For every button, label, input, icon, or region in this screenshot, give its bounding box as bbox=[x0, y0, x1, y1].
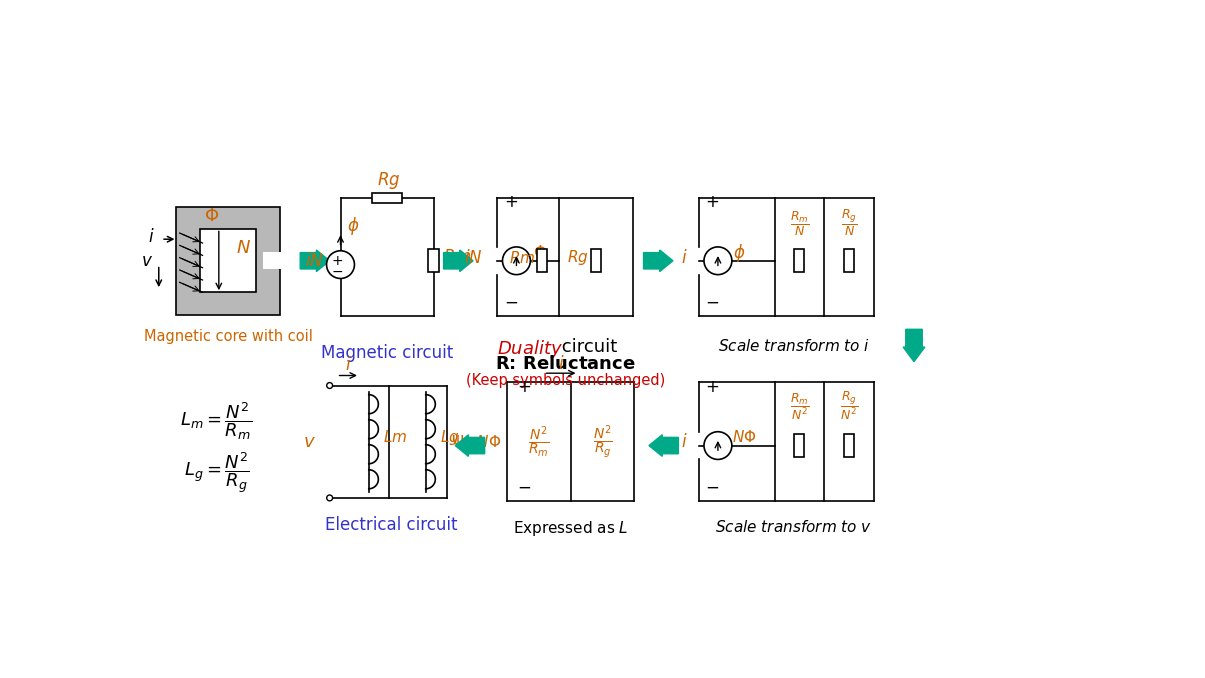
Polygon shape bbox=[643, 250, 672, 272]
Text: $-$: $-$ bbox=[504, 293, 518, 311]
Text: $\mathbf{R}$: Reluctance: $\mathbf{R}$: Reluctance bbox=[495, 355, 635, 373]
Circle shape bbox=[704, 247, 731, 275]
Text: $\dfrac{R_g}{N^2}$: $\dfrac{R_g}{N^2}$ bbox=[840, 390, 858, 422]
Text: $-$: $-$ bbox=[331, 264, 343, 278]
Text: $i$: $i$ bbox=[148, 228, 155, 246]
Circle shape bbox=[704, 432, 731, 460]
Bar bbox=[200, 229, 255, 292]
Circle shape bbox=[327, 495, 333, 501]
Text: $Lm$: $Lm$ bbox=[383, 429, 407, 445]
Bar bbox=[844, 434, 854, 457]
Text: $-$: $-$ bbox=[705, 478, 719, 496]
Text: circuit: circuit bbox=[556, 338, 617, 356]
Polygon shape bbox=[455, 435, 484, 456]
Polygon shape bbox=[649, 435, 678, 456]
Text: $\dfrac{R_g}{N}$: $\dfrac{R_g}{N}$ bbox=[841, 207, 857, 238]
Text: $+$: $+$ bbox=[331, 254, 343, 268]
Bar bbox=[794, 250, 805, 273]
Bar bbox=[263, 252, 282, 269]
Text: $-$: $-$ bbox=[517, 478, 531, 496]
Text: $\phi$: $\phi$ bbox=[347, 215, 359, 237]
Text: $i$: $i$ bbox=[345, 356, 352, 374]
Text: $\dfrac{N^2}{R_g}$: $\dfrac{N^2}{R_g}$ bbox=[593, 424, 612, 461]
Text: $\it{Duality}$: $\it{Duality}$ bbox=[496, 338, 563, 360]
Text: $N\Phi$: $N\Phi$ bbox=[731, 429, 757, 445]
Text: $iN$: $iN$ bbox=[464, 249, 483, 266]
Text: Expressed as $L$: Expressed as $L$ bbox=[513, 519, 629, 538]
Text: Magnetic circuit: Magnetic circuit bbox=[321, 344, 453, 362]
Text: Magnetic core with coil: Magnetic core with coil bbox=[143, 329, 312, 344]
Text: $\dfrac{N^2}{R_m}$: $\dfrac{N^2}{R_m}$ bbox=[528, 425, 549, 460]
Circle shape bbox=[327, 251, 354, 279]
Circle shape bbox=[327, 382, 333, 388]
Text: $\dfrac{R_m}{N^2}$: $\dfrac{R_m}{N^2}$ bbox=[789, 393, 809, 422]
Text: $Rg$: $Rg$ bbox=[566, 248, 588, 267]
Text: $\Psi\!=\!N\Phi$: $\Psi\!=\!N\Phi$ bbox=[451, 435, 501, 450]
Text: $+$: $+$ bbox=[705, 378, 719, 396]
Text: $\phi$: $\phi$ bbox=[734, 241, 746, 264]
Text: $L_m = \dfrac{N^2}{R_m}$: $L_m = \dfrac{N^2}{R_m}$ bbox=[181, 400, 253, 442]
Polygon shape bbox=[904, 330, 925, 361]
Text: $v$: $v$ bbox=[141, 252, 153, 270]
Text: $-$: $-$ bbox=[705, 293, 719, 311]
Bar bbox=[176, 207, 281, 315]
Text: Scale transform to $v$: Scale transform to $v$ bbox=[716, 519, 872, 535]
Text: $+$: $+$ bbox=[705, 193, 719, 211]
Bar bbox=[844, 250, 854, 273]
Polygon shape bbox=[300, 250, 330, 272]
Text: $Rm$: $Rm$ bbox=[442, 248, 471, 266]
Polygon shape bbox=[443, 250, 474, 272]
Bar bbox=[592, 250, 601, 273]
Text: $v$: $v$ bbox=[302, 433, 316, 452]
Text: $i$: $i$ bbox=[681, 249, 688, 266]
Text: $+$: $+$ bbox=[517, 378, 531, 396]
Text: $N$: $N$ bbox=[236, 239, 251, 257]
Text: $iN$: $iN$ bbox=[305, 252, 323, 270]
Bar bbox=[372, 193, 401, 203]
Text: $i$: $i$ bbox=[558, 355, 565, 373]
Text: $+$: $+$ bbox=[504, 193, 518, 211]
Text: $\Phi$: $\Phi$ bbox=[204, 207, 218, 224]
Circle shape bbox=[502, 247, 530, 275]
Text: $i$: $i$ bbox=[681, 433, 688, 452]
Bar bbox=[537, 250, 547, 273]
Text: Scale transform to $i$: Scale transform to $i$ bbox=[718, 338, 870, 354]
Bar bbox=[429, 250, 439, 273]
Text: Electrical circuit: Electrical circuit bbox=[324, 517, 457, 534]
Text: $Rg$: $Rg$ bbox=[377, 170, 400, 191]
Bar bbox=[794, 434, 805, 457]
Text: $\Phi$: $\Phi$ bbox=[534, 243, 547, 262]
Text: $L_g = \dfrac{N^2}{R_g}$: $L_g = \dfrac{N^2}{R_g}$ bbox=[183, 450, 249, 495]
Text: $Lg$: $Lg$ bbox=[440, 428, 459, 447]
Text: (Keep symbols unchanged): (Keep symbols unchanged) bbox=[465, 373, 665, 388]
Text: $\dfrac{R_m}{N}$: $\dfrac{R_m}{N}$ bbox=[789, 210, 809, 238]
Text: $Rm$: $Rm$ bbox=[510, 250, 536, 266]
